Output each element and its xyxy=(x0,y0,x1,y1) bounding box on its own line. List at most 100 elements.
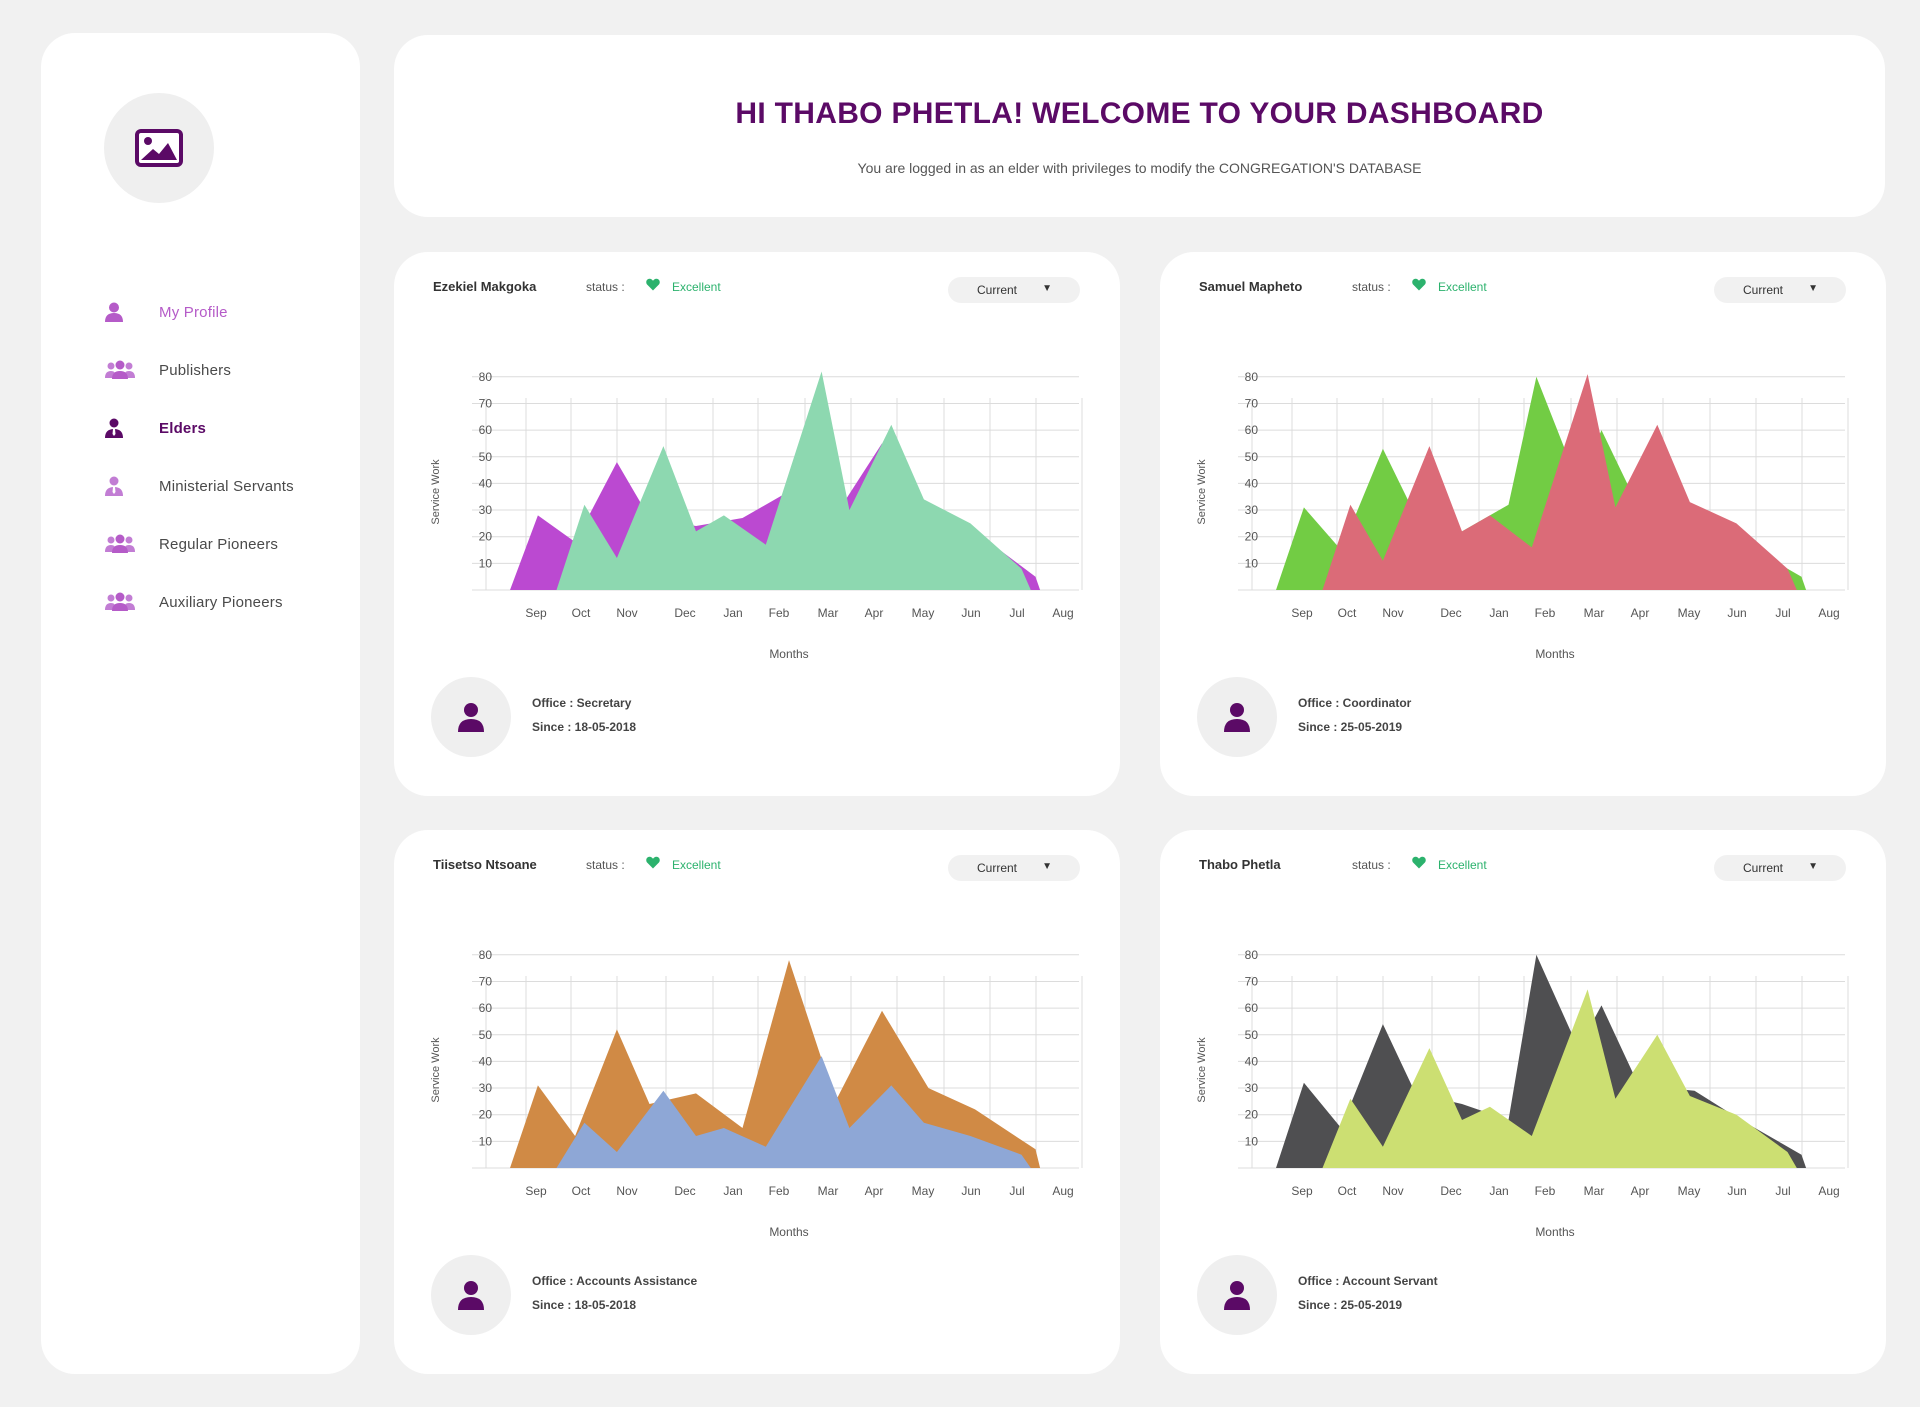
x-tick-label: Nov xyxy=(616,1184,637,1198)
y-tick-label: 70 xyxy=(1245,396,1259,410)
x-tick-label: Mar xyxy=(1584,1184,1605,1198)
user-tie-icon xyxy=(105,474,135,498)
y-tick-label: 70 xyxy=(479,974,493,988)
user-icon xyxy=(105,300,135,324)
y-tick-label: 20 xyxy=(1245,1108,1259,1122)
x-tick-label: Sep xyxy=(525,606,547,620)
x-tick-label: Oct xyxy=(1338,606,1357,620)
x-tick-label: Aug xyxy=(1818,606,1839,620)
elder-card-3: Tiisetso Ntsoane status : Excellent Curr… xyxy=(394,830,1120,1374)
users-icon xyxy=(105,532,135,556)
x-tick-label: Mar xyxy=(1584,606,1605,620)
user-icon xyxy=(458,703,484,732)
y-tick-label: 40 xyxy=(479,476,493,490)
since-text: Since : 18-05-2018 xyxy=(532,720,637,734)
office-text: Office : Coordinator xyxy=(1298,696,1412,710)
profile-avatar[interactable] xyxy=(104,93,214,203)
x-tick-label: Apr xyxy=(1631,606,1650,620)
x-tick-label: Jun xyxy=(1727,606,1746,620)
y-tick-label: 60 xyxy=(479,423,493,437)
y-tick-label: 40 xyxy=(1245,1054,1259,1068)
x-tick-label: Dec xyxy=(674,606,695,620)
users-icon xyxy=(105,590,135,614)
sidebar-item-my-profile[interactable]: My Profile xyxy=(105,283,345,341)
x-axis-label: Months xyxy=(1535,647,1574,661)
x-tick-label: Jun xyxy=(961,606,980,620)
x-tick-label: May xyxy=(1678,606,1701,620)
x-tick-label: Nov xyxy=(616,606,637,620)
elder-name: Thabo Phetla xyxy=(1199,857,1281,872)
heart-icon xyxy=(646,278,660,296)
caret-down-icon: ▼ xyxy=(1042,283,1052,294)
user-icon xyxy=(1224,1281,1250,1310)
x-tick-label: Apr xyxy=(865,606,884,620)
x-tick-label: May xyxy=(912,606,935,620)
y-tick-label: 20 xyxy=(479,530,493,544)
period-dropdown[interactable]: Current ▼ xyxy=(948,855,1080,881)
series-area-2 xyxy=(1322,374,1797,590)
y-tick-label: 60 xyxy=(1245,423,1259,437)
x-tick-label: Feb xyxy=(1535,1184,1556,1198)
heart-icon xyxy=(1412,278,1426,296)
status-badge: Excellent xyxy=(672,858,721,872)
sidebar-item-publishers[interactable]: Publishers xyxy=(105,341,345,399)
x-axis-label: Months xyxy=(1535,1225,1574,1239)
period-dropdown[interactable]: Current ▼ xyxy=(948,277,1080,303)
x-tick-label: Jul xyxy=(1775,1184,1790,1198)
sidebar-item-label: My Profile xyxy=(159,303,228,321)
x-tick-label: Mar xyxy=(818,606,839,620)
y-axis-label: Service Work xyxy=(430,1037,442,1103)
x-tick-label: Jul xyxy=(1009,1184,1024,1198)
person-avatar xyxy=(431,677,511,757)
y-tick-label: 50 xyxy=(479,450,493,464)
x-tick-label: Jan xyxy=(1489,1184,1508,1198)
since-text: Since : 25-05-2019 xyxy=(1298,720,1403,734)
sidebar-item-regular-pioneers[interactable]: Regular Pioneers xyxy=(105,515,345,573)
caret-down-icon: ▼ xyxy=(1042,861,1052,872)
sidebar-item-ministerial-servants[interactable]: Ministerial Servants xyxy=(105,457,345,515)
series-area-2 xyxy=(1322,989,1797,1168)
status-badge: Excellent xyxy=(672,280,721,294)
x-tick-label: Oct xyxy=(1338,1184,1357,1198)
users-icon xyxy=(105,358,135,382)
office-text: Office : Accounts Assistance xyxy=(532,1274,698,1288)
elder-card-2: Samuel Mapheto status : Excellent Curren… xyxy=(1160,252,1886,796)
y-tick-label: 80 xyxy=(479,370,493,384)
x-tick-label: Oct xyxy=(572,1184,591,1198)
y-tick-label: 60 xyxy=(1245,1001,1259,1015)
sidebar-item-elders[interactable]: Elders xyxy=(105,399,345,457)
status-label: status : xyxy=(586,858,625,872)
series-area-2 xyxy=(556,371,1031,590)
sidebar-nav: My Profile Publishers Elders Ministerial… xyxy=(105,283,345,631)
x-axis-label: Months xyxy=(769,647,808,661)
since-text: Since : 18-05-2018 xyxy=(532,1298,637,1312)
service-work-chart: 10 20 30 40 50 60 70 80 Sep Oct Nov Dec Jan Feb Mar Apr… xyxy=(1196,948,1849,1239)
y-tick-label: 70 xyxy=(1245,974,1259,988)
heart-icon xyxy=(1412,856,1426,874)
x-tick-label: Feb xyxy=(769,606,790,620)
y-tick-label: 70 xyxy=(479,396,493,410)
y-tick-label: 80 xyxy=(1245,370,1259,384)
sidebar-item-label: Regular Pioneers xyxy=(159,535,279,553)
y-tick-label: 10 xyxy=(1245,1134,1259,1148)
period-dropdown[interactable]: Current ▼ xyxy=(1714,855,1846,881)
x-tick-label: Feb xyxy=(769,1184,790,1198)
caret-down-icon: ▼ xyxy=(1808,283,1818,294)
y-tick-label: 20 xyxy=(479,1108,493,1122)
user-icon xyxy=(458,1281,484,1310)
y-tick-label: 30 xyxy=(479,1081,493,1095)
elder-name: Tiisetso Ntsoane xyxy=(433,857,537,872)
x-tick-label: Nov xyxy=(1382,1184,1403,1198)
y-axis-label: Service Work xyxy=(1196,459,1208,525)
period-dropdown[interactable]: Current ▼ xyxy=(1714,277,1846,303)
sidebar: My Profile Publishers Elders Ministerial… xyxy=(41,33,360,1374)
x-tick-label: Feb xyxy=(1535,606,1556,620)
sidebar-item-auxiliary-pioneers[interactable]: Auxiliary Pioneers xyxy=(105,573,345,631)
x-tick-label: Dec xyxy=(1440,606,1461,620)
x-tick-label: Jan xyxy=(723,1184,742,1198)
sidebar-item-label: Auxiliary Pioneers xyxy=(159,593,283,611)
person-avatar xyxy=(1197,1255,1277,1335)
welcome-header: HI THABO PHETLA! WELCOME TO YOUR DASHBOA… xyxy=(394,35,1885,217)
x-tick-label: Nov xyxy=(1382,606,1403,620)
page-title: HI THABO PHETLA! WELCOME TO YOUR DASHBOA… xyxy=(735,97,1544,130)
